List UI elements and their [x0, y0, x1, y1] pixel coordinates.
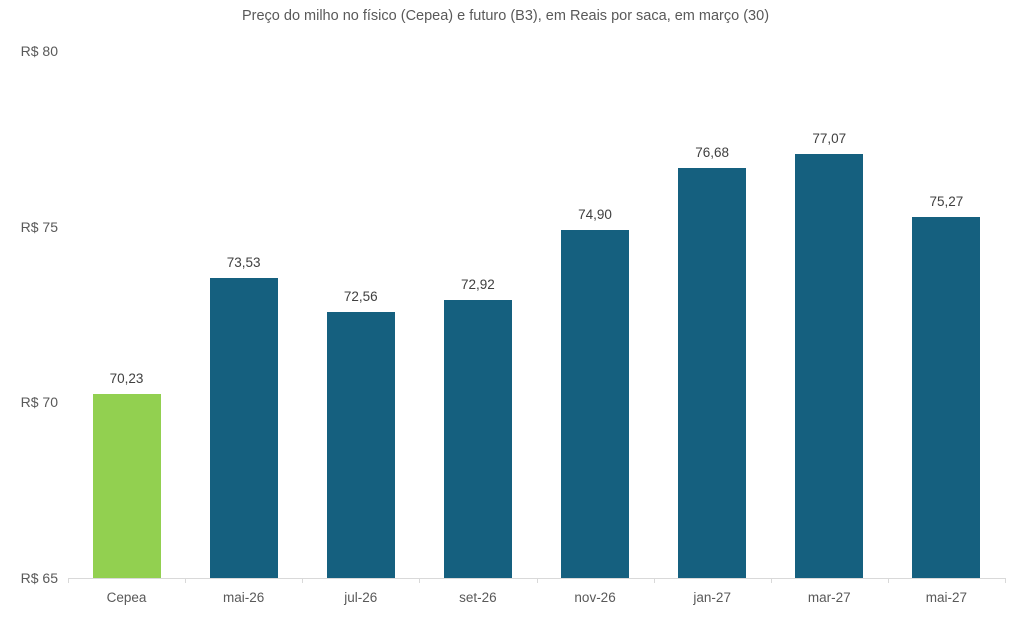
x-axis-tick: [68, 578, 69, 583]
bar: [561, 230, 630, 578]
x-axis-tick: [771, 578, 772, 583]
bar: [326, 312, 395, 578]
x-axis-label: mai-27: [925, 590, 968, 605]
x-axis-tick: [537, 578, 538, 583]
bar: [678, 167, 747, 578]
x-axis-label: jan-27: [693, 590, 731, 605]
chart-title: Preço do milho no físico (Cepea) e futur…: [241, 8, 770, 24]
x-axis-label: nov-26: [574, 590, 616, 605]
bar: [912, 217, 981, 578]
bar: [795, 153, 864, 578]
x-axis-tick: [185, 578, 186, 583]
bar-value-label: 75,27: [929, 194, 964, 210]
y-axis-label: R$ 70: [20, 394, 58, 411]
bar-value-label: 74,90: [578, 207, 612, 223]
bar-value-label: 76,68: [695, 144, 730, 160]
x-axis-tick: [419, 578, 420, 583]
x-axis-label: mar-27: [807, 590, 851, 605]
bar: [443, 299, 512, 578]
y-axis-label: R$ 65: [20, 570, 58, 586]
bar-value-label: 70,23: [109, 371, 144, 387]
x-axis-tick: [302, 578, 303, 583]
x-axis-label: mai-26: [223, 590, 265, 605]
x-axis-tick: [1005, 578, 1006, 583]
x-axis-tick: [654, 578, 655, 583]
bar-value-label: 73,53: [226, 255, 261, 271]
y-axis-label: R$ 75: [20, 218, 58, 235]
x-axis-label: set-26: [459, 590, 497, 605]
x-axis-line: [68, 578, 1005, 579]
bar-value-label: 72,92: [461, 276, 495, 292]
x-axis-label: Cepea: [106, 590, 147, 605]
x-axis-tick: [888, 578, 889, 583]
y-axis-label: R$ 80: [20, 43, 58, 59]
bar: [209, 278, 278, 578]
bar: [92, 394, 161, 578]
bar-value-label: 72,56: [343, 289, 378, 305]
bar-value-label: 77,07: [812, 130, 847, 146]
x-axis-label: jul-26: [344, 590, 378, 605]
